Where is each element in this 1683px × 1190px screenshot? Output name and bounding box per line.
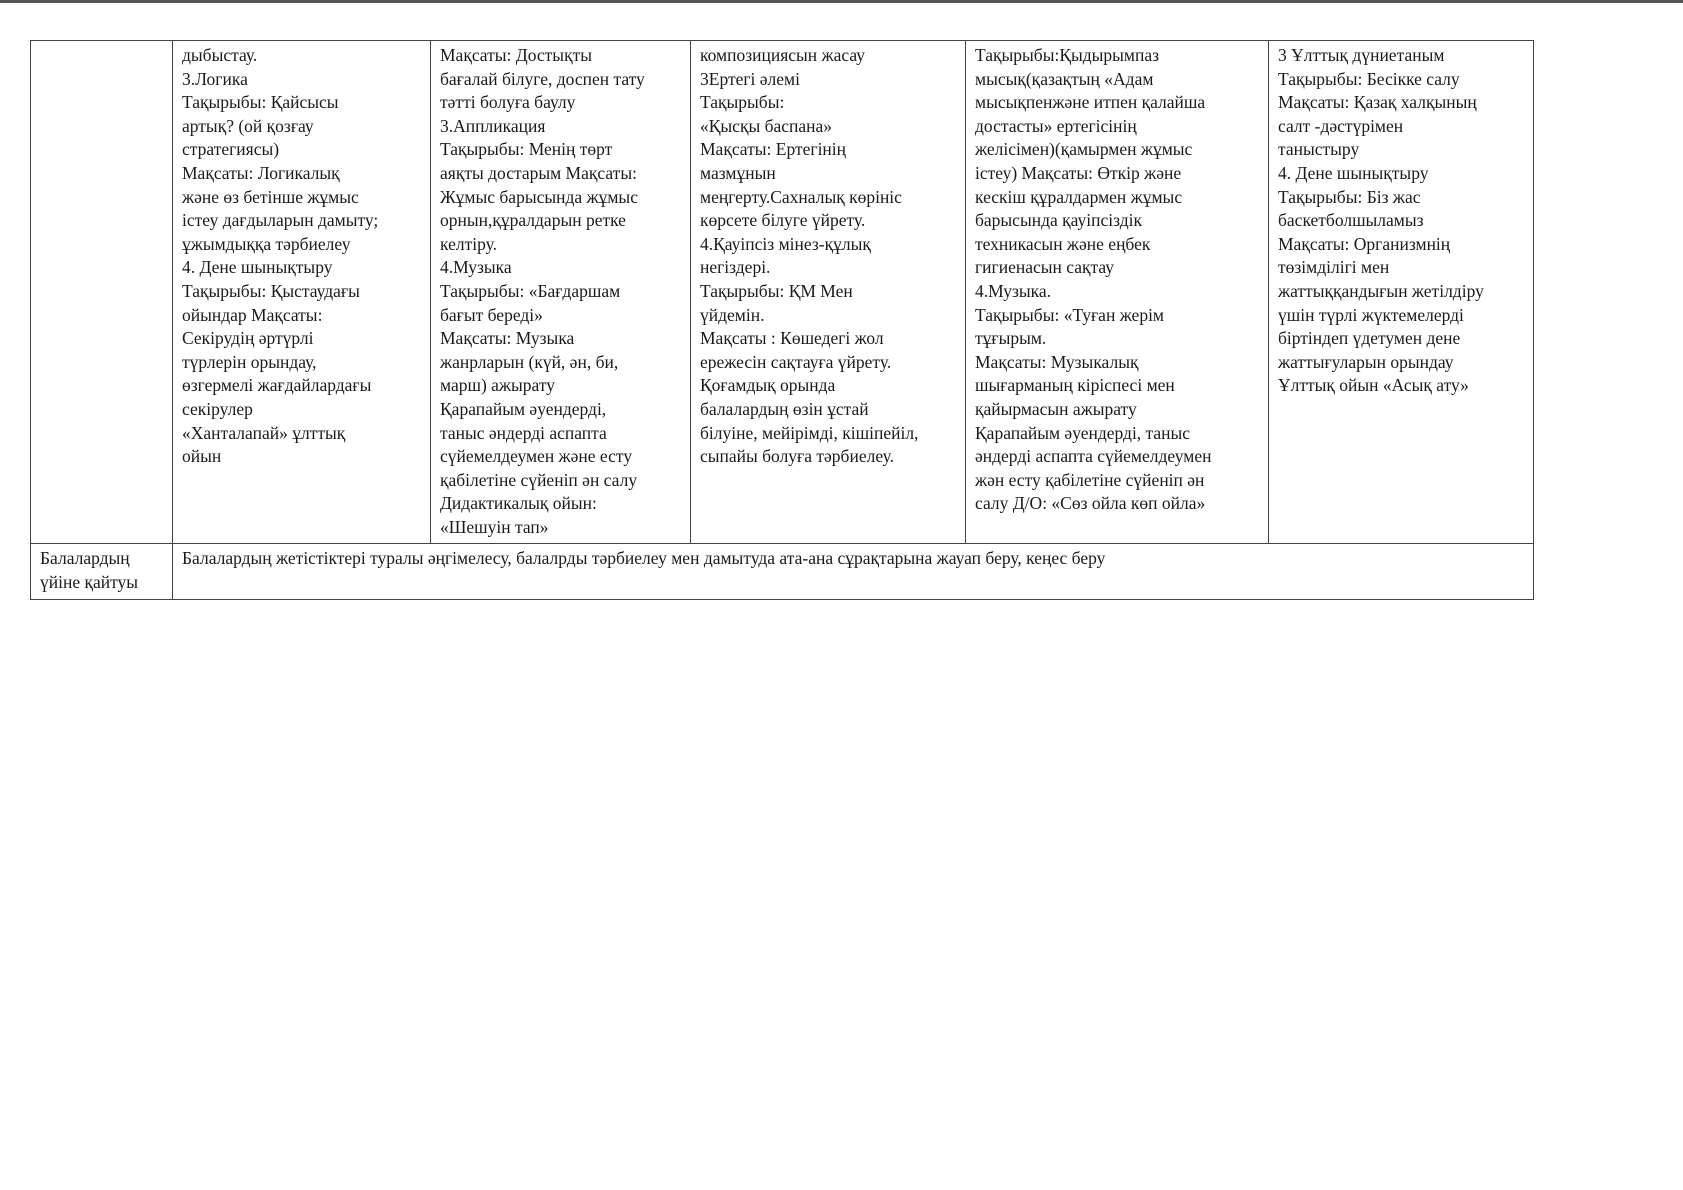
table-cell: дыбыстау. 3.Логика Тақырыбы: Қайсысы арт…: [172, 39, 431, 545]
table-row: Балалардың үйіне қайтуы Балалардың жетіс…: [30, 543, 1534, 600]
table-cell: Балалардың жетістіктері туралы әңгімелес…: [172, 543, 1534, 600]
table-cell: 3 Ұлттық дүниетаным Тақырыбы: Бесікке са…: [1268, 39, 1534, 545]
schedule-table: дыбыстау. 3.Логика Тақырыбы: Қайсысы арт…: [30, 39, 1534, 600]
row-label-cell: [30, 39, 173, 545]
table-cell: композициясын жасау 3Ертегі әлемі Тақыры…: [690, 39, 966, 545]
row-label-cell: Балалардың үйіне қайтуы: [30, 543, 173, 600]
table-cell: Тақырыбы:Қыдырымпаз мысық(қазақтың «Адам…: [965, 39, 1269, 545]
table-cell: Мақсаты: Достықты бағалай білуге, доспен…: [430, 39, 691, 545]
scan-edge-line: [0, 0, 1683, 3]
table-row: дыбыстау. 3.Логика Тақырыбы: Қайсысы арт…: [30, 39, 1534, 545]
